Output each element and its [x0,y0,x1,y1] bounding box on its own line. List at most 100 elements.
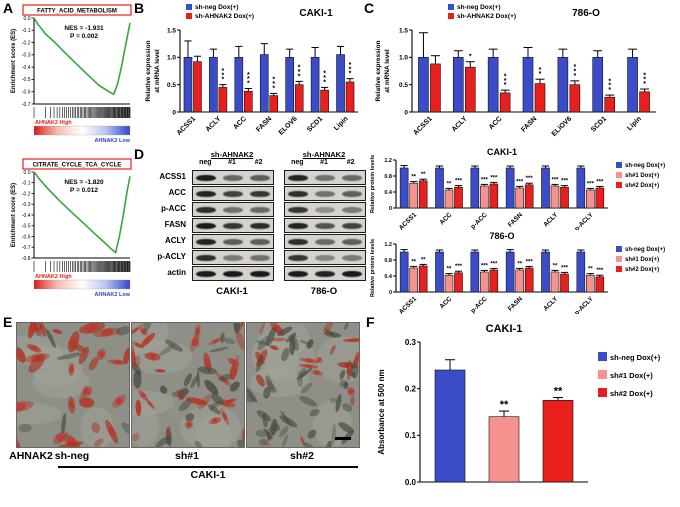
oil-red-stain [204,357,211,368]
oil-red-stain [240,323,244,328]
bar [515,269,524,293]
y-tick-label: -0.3 [22,53,31,59]
microscopy-svg-sh1 [132,323,244,447]
cell [209,347,229,353]
p-value: P = 0.012 [70,187,98,194]
cell [331,423,336,445]
oil-red-stain [97,351,105,358]
oil-red-stain [348,338,359,342]
sig-mark: * [643,81,646,88]
bar [488,416,520,483]
lane-label: #2 [346,159,355,166]
oil-red-stain [30,345,38,351]
bar [524,184,534,209]
absorbance-chart: 0.0 0.1 0.2 0.3 CAKI-1 Absorbance at 500 nm **… [377,323,661,487]
sig-mark: * [323,71,326,78]
legend-label: sh-neg Dox(+) [625,163,665,169]
y-tick-label: 0.0 [24,16,31,22]
bar [534,83,546,113]
bar [218,87,228,113]
protein-band [315,190,335,197]
cell [197,366,218,375]
x-category-label: SCD1 [306,115,324,133]
lane-label: neg [291,159,304,166]
sig-mark: * [247,72,250,79]
sig-mark: * [539,67,542,74]
bar [399,251,409,293]
cell [303,442,316,447]
mrna-chart-caki1: 0 0.5 1.0 1.5 CAKI-1 Relative expression at mR… [145,4,358,137]
y-tick-label: -0.2 [22,40,31,46]
bar [444,274,454,293]
cell [338,422,355,434]
y-tick-label: 0.8 [384,174,392,180]
oil-red-stain [317,357,322,362]
lane-label: #1 [320,159,328,166]
cell [218,374,233,382]
cell [255,430,268,438]
cell [178,387,189,400]
legend-swatch [616,256,622,262]
bar [586,274,595,293]
oil-red-stain [132,351,136,361]
gsea-plot-fatty-acid: FATTY_ACID_METABOLISM 0.0 -0.1 -0.2 -0.3 -0.4… [11,4,132,144]
sig-mark: *** [455,179,463,185]
protein-band [341,190,362,197]
sig-mark: *** [526,176,534,182]
x-category-label: FASN [507,295,524,312]
y-tick-label: 0.2 [405,384,417,393]
x-category-label: FASN [255,115,273,133]
bar [409,182,418,209]
gsea-title: CITRATE_CYCLE_TCA_CYCLE [33,163,122,169]
cell [237,439,244,447]
y-tick-label: -0.6 [22,90,31,96]
protein-band [196,222,217,229]
sig-mark: ** [500,399,509,411]
protein-band [196,174,217,181]
cell [132,433,140,442]
cell [185,413,195,422]
microscopy-svg-sh-neg [17,323,129,447]
x-category-label: ACC [488,115,504,131]
y-axis-label: Relative expression [375,40,382,101]
legend-swatch [616,172,622,178]
protein-band [249,254,270,261]
protein-band [315,206,335,213]
cell [279,426,289,438]
protein-label: p-ACLY [157,252,186,261]
bar [480,185,489,209]
y-tick-label: 0.3 [405,338,417,347]
cell [279,415,298,428]
protein-band [196,190,217,197]
oil-red-stain [348,389,354,394]
protein-band [315,254,335,261]
cell [309,408,320,417]
bar [489,183,499,209]
protein-band [223,222,243,229]
protein-label: p-ACC [161,204,186,213]
bar [505,167,515,209]
x-category-label: ACLY [542,295,560,313]
bar [444,189,454,209]
cell [300,382,313,394]
chart-title: 786-O [489,231,514,241]
cell [133,370,142,389]
protein-band [223,174,243,181]
cell [256,374,265,387]
bar [259,54,269,113]
high-label: AHNAK2 High [35,120,72,126]
protein-band [223,270,243,277]
sig-mark: * [247,80,250,87]
cell [235,329,244,351]
legend-label: sh#2 Dox(+) [610,389,653,398]
cell [210,393,225,405]
oil-red-stain [68,401,75,409]
y-tick-label: -0.6 [22,234,31,240]
oil-red-stain [212,418,219,424]
x-category-label: FASN [507,211,524,228]
x-category-label: ELiOV6 [551,115,574,138]
microscopy-image-sh-neg [16,322,130,448]
y-tick-label: -0.4 [22,213,31,219]
protein-band [315,174,335,181]
cell [323,323,334,335]
